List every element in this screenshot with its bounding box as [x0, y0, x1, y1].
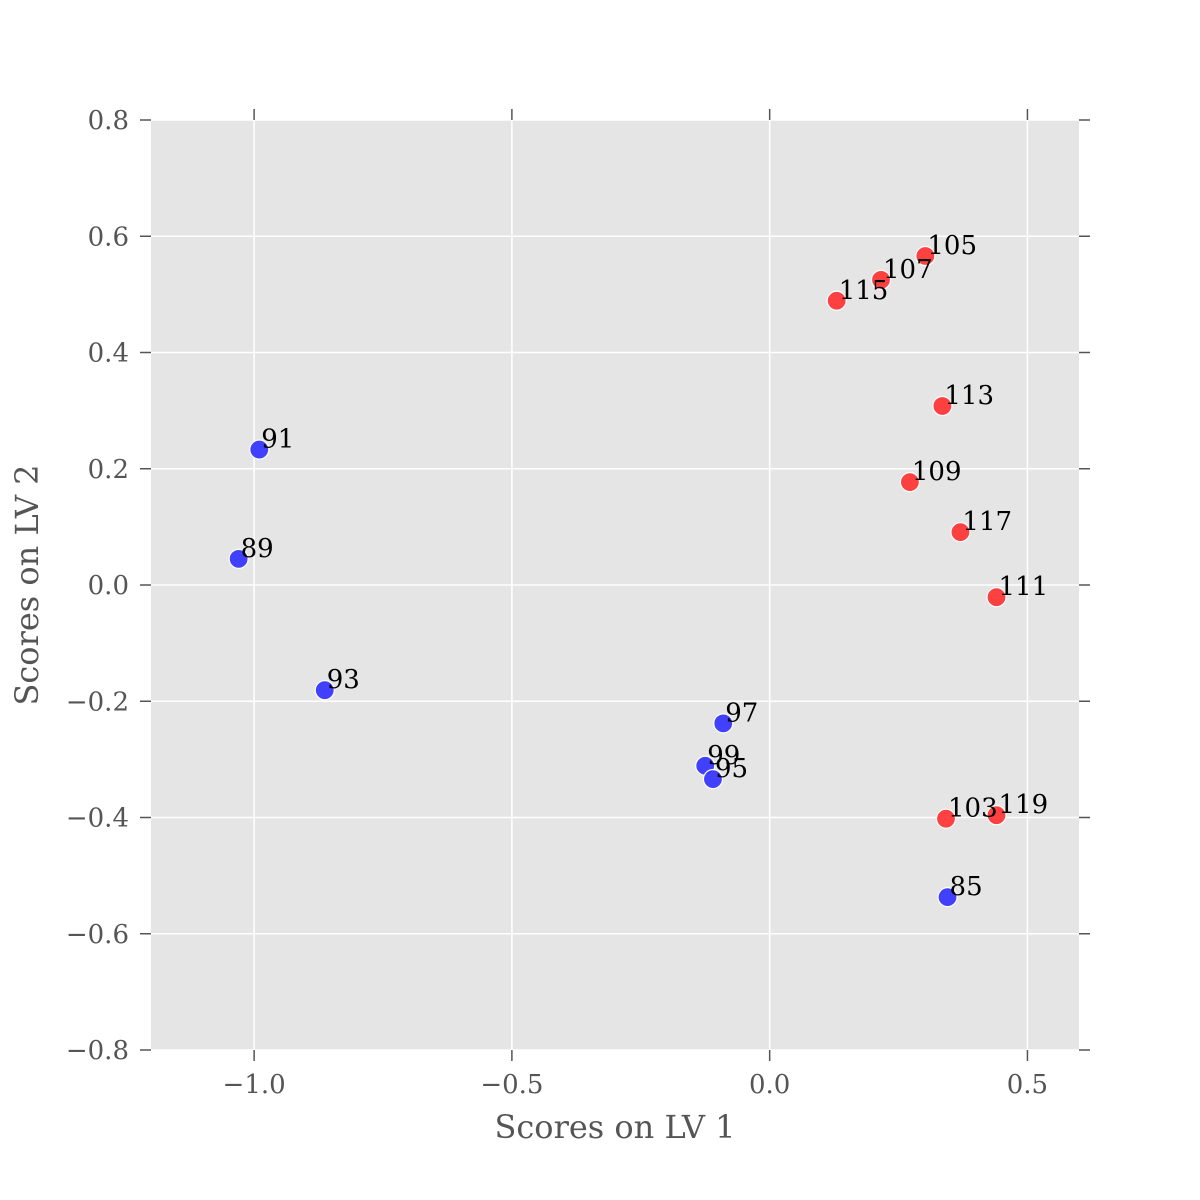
data-point-label: 113 — [944, 381, 994, 411]
data-point-label: 85 — [950, 872, 983, 902]
y-tick-label: 0.8 — [88, 106, 129, 136]
data-point — [950, 522, 971, 543]
data-point-label: 111 — [999, 572, 1049, 602]
data-point — [314, 680, 335, 701]
y-tick-label: −0.2 — [66, 687, 129, 717]
data-point — [986, 587, 1007, 608]
axis-ticks — [140, 109, 1090, 1061]
x-axis-label: Scores on LV 1 — [494, 1108, 735, 1146]
data-point-label: 97 — [725, 698, 758, 728]
y-tick-label: 0.6 — [88, 222, 129, 252]
data-point — [935, 808, 957, 829]
y-tick-labels: 0.8 0.6 0.4 0.2 0.0 −0.2 −0.4 −0.6 −0.8 — [66, 106, 129, 1066]
data-point-label: 93 — [327, 665, 360, 695]
data-point — [937, 887, 958, 908]
data-point-label: 99 — [707, 741, 740, 771]
data-point — [899, 472, 920, 493]
y-tick-label: 0.0 — [88, 571, 129, 601]
data-point-label: 115 — [839, 276, 889, 306]
data-point-label: 119 — [999, 790, 1049, 820]
data-points — [228, 245, 1007, 908]
y-tick-label: −0.4 — [66, 804, 129, 834]
data-point-label: 117 — [962, 507, 1012, 537]
data-point-label: 95 — [715, 754, 748, 784]
data-point-label: 91 — [261, 425, 294, 455]
x-tick-label: 0.0 — [749, 1070, 790, 1100]
x-tick-label: 0.5 — [1007, 1070, 1048, 1100]
data-point — [228, 548, 249, 569]
x-tick-labels: −1.0 −0.5 0.0 0.5 — [223, 1070, 1049, 1100]
data-point-label: 109 — [912, 457, 962, 487]
data-point — [826, 290, 847, 311]
data-point-label: 105 — [927, 231, 977, 261]
data-point — [249, 439, 270, 460]
x-tick-label: −0.5 — [480, 1070, 543, 1100]
grid-lines — [151, 119, 1079, 1051]
data-point — [702, 769, 724, 790]
data-point-label: 107 — [883, 255, 933, 285]
y-axis-label: Scores on LV 2 — [8, 464, 46, 705]
data-point — [932, 395, 953, 417]
y-tick-label: −0.6 — [66, 920, 129, 950]
data-point — [986, 805, 1007, 826]
data-point — [713, 713, 734, 734]
data-point-label: 103 — [948, 794, 998, 824]
data-point — [915, 245, 936, 267]
data-point-label: 89 — [241, 534, 274, 564]
y-tick-label: 0.4 — [88, 339, 129, 369]
data-point — [870, 269, 892, 290]
y-tick-label: 0.2 — [88, 455, 129, 485]
x-tick-label: −1.0 — [223, 1070, 286, 1100]
y-tick-label: −0.8 — [66, 1036, 129, 1066]
